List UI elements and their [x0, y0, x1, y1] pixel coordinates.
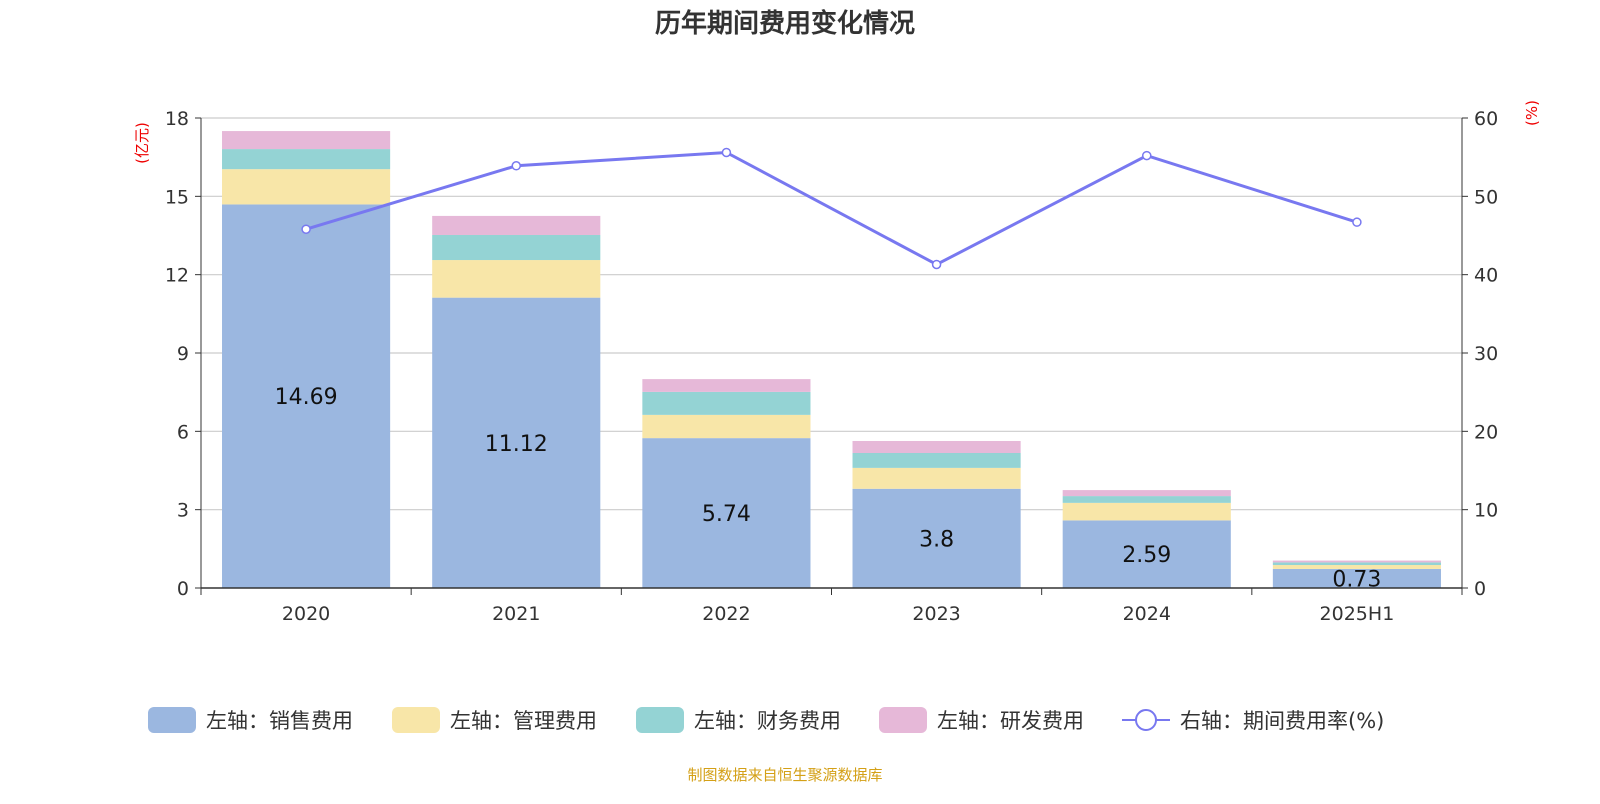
x-tick-label: 2023 [912, 603, 960, 625]
x-tick-label: 2024 [1123, 603, 1171, 625]
right-tick-label: 20 [1474, 421, 1498, 443]
legend-item[interactable]: 左轴：销售费用 [148, 707, 353, 733]
legend-item[interactable]: 右轴：期间费用率(%) [1122, 709, 1384, 733]
source-note: 制图数据来自恒生聚源数据库 [687, 766, 882, 784]
data-label: 11.12 [485, 432, 548, 457]
legend-label: 左轴：销售费用 [206, 709, 353, 733]
bar-segment [642, 391, 811, 415]
right-tick-label: 10 [1474, 500, 1498, 522]
legend-label: 左轴：研发费用 [937, 709, 1084, 733]
legend-label: 左轴：管理费用 [450, 709, 597, 733]
bar-segment [1272, 565, 1441, 569]
legend-swatch [148, 707, 196, 733]
bar-segment [1272, 568, 1441, 588]
x-tick-label: 2021 [492, 603, 540, 625]
data-label: 5.74 [702, 502, 751, 527]
bar-segment [222, 204, 391, 588]
bar-segment [432, 260, 601, 298]
left-tick-label: 6 [177, 421, 189, 443]
bar-segment [1272, 560, 1441, 563]
rate-point [931, 259, 942, 270]
bar-segment [642, 414, 811, 439]
bar-segment [642, 379, 811, 392]
right-tick-label: 30 [1474, 343, 1498, 365]
bar-segment [852, 467, 1021, 489]
bar-segment [1062, 490, 1231, 497]
left-tick-label: 18 [165, 108, 189, 130]
bar-segment [1062, 496, 1231, 503]
legend-item[interactable]: 左轴：财务费用 [636, 707, 841, 733]
legend-marker [1135, 709, 1157, 731]
rate-point [511, 161, 521, 171]
bar-segment [1062, 502, 1231, 521]
right-tick-label: 60 [1474, 108, 1498, 130]
bar-segment [642, 438, 811, 588]
legend-swatch [392, 707, 440, 733]
left-tick-label: 15 [165, 186, 189, 208]
bar-segment [852, 453, 1021, 468]
bar-segment [1062, 520, 1231, 588]
rate-line [305, 150, 1358, 267]
left-tick-label: 9 [177, 343, 189, 365]
bar-segment [222, 149, 391, 170]
chart-title: 历年期间费用变化情况 [655, 8, 915, 39]
legend-item[interactable]: 左轴：管理费用 [392, 707, 597, 733]
legend-label: 左轴：财务费用 [694, 709, 841, 733]
x-tick-label: 2025H1 [1320, 603, 1395, 625]
bar-segment [432, 234, 601, 261]
right-tick-label: 50 [1474, 186, 1498, 208]
rate-point [301, 224, 311, 234]
right-tick-label: 40 [1474, 265, 1498, 287]
legend-swatch [879, 707, 927, 733]
right-tick-label: 0 [1474, 578, 1486, 600]
bar-segment [432, 297, 601, 588]
left-tick-label: 3 [177, 500, 189, 522]
legend-swatch [636, 707, 684, 733]
data-label: 3.8 [919, 527, 954, 552]
rate-point [1142, 150, 1152, 161]
x-tick-label: 2022 [702, 603, 750, 625]
left-tick-label: 12 [165, 265, 189, 287]
data-label: 14.69 [275, 385, 338, 410]
bar-segment [432, 215, 601, 235]
left-axis-unit: (亿元) [133, 122, 151, 164]
left-tick-label: 0 [177, 578, 189, 600]
bar-segment [222, 131, 391, 150]
bar-segment [852, 440, 1021, 454]
bar-segment [1272, 562, 1441, 566]
right-axis-unit: (%) [1523, 100, 1541, 126]
legend-item[interactable]: 左轴：研发费用 [879, 707, 1084, 733]
x-tick-label: 2020 [282, 603, 330, 625]
rate-point [1352, 217, 1362, 227]
bar-segment [222, 169, 391, 205]
rate-point [721, 147, 732, 158]
legend-label: 右轴：期间费用率(%) [1180, 709, 1384, 733]
data-label: 2.59 [1122, 543, 1171, 568]
bar-segment [852, 488, 1021, 588]
